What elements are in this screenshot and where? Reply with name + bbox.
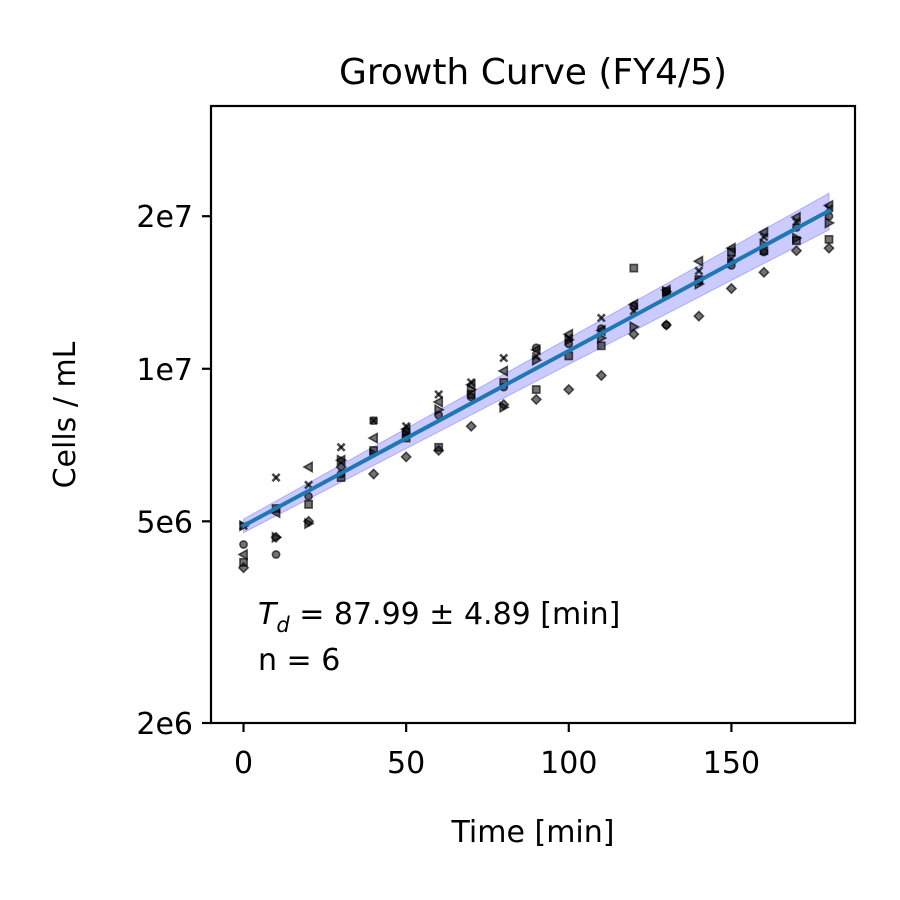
data-point bbox=[758, 266, 770, 279]
doubling-time-value: = 87.99 ± 4.89 [min] bbox=[290, 597, 621, 632]
y-tick-label: 2e6 bbox=[136, 707, 193, 742]
doubling-time-text: Td = 87.99 ± 4.89 [min] bbox=[258, 597, 620, 637]
x-axis-label: Time [min] bbox=[451, 815, 615, 850]
data-point bbox=[792, 232, 803, 245]
y-tick-label: 2e7 bbox=[136, 200, 193, 235]
data-point bbox=[271, 473, 281, 483]
data-point bbox=[692, 255, 704, 268]
data-point bbox=[497, 365, 509, 377]
data-point bbox=[563, 383, 575, 396]
doubling-time-subscript: d bbox=[276, 613, 290, 637]
data-point-stroke bbox=[434, 389, 444, 399]
data-point bbox=[661, 285, 673, 298]
data-point bbox=[660, 319, 673, 331]
data-point bbox=[725, 242, 736, 255]
data-point-stroke bbox=[304, 480, 314, 490]
data-point bbox=[693, 310, 705, 322]
data-point bbox=[336, 442, 346, 452]
data-point bbox=[531, 385, 541, 394]
data-point bbox=[629, 320, 641, 333]
data-point bbox=[596, 341, 606, 351]
x-tick-label: 150 bbox=[703, 746, 760, 781]
y-tick-label: 1e7 bbox=[136, 353, 193, 388]
data-point bbox=[302, 461, 313, 473]
data-point bbox=[367, 432, 379, 445]
y-axis-label: Cells / mL bbox=[48, 341, 83, 488]
data-point bbox=[530, 393, 542, 406]
x-tick-label: 100 bbox=[540, 746, 597, 781]
data-point bbox=[304, 499, 313, 509]
doubling-time-symbol: T bbox=[258, 597, 279, 632]
data-point bbox=[271, 550, 281, 559]
data-point bbox=[237, 548, 248, 561]
data-point bbox=[725, 282, 738, 295]
data-point bbox=[531, 354, 543, 367]
data-point bbox=[432, 396, 444, 408]
data-point bbox=[336, 454, 348, 467]
fit-line bbox=[240, 208, 832, 529]
data-point bbox=[628, 328, 640, 340]
chart-title: Growth Curve (FY4/5) bbox=[339, 52, 727, 93]
data-point bbox=[239, 540, 248, 549]
data-point-stroke bbox=[369, 416, 379, 426]
doubling-time-annotation: Td = 87.99 ± 4.89 [min] n = 6 bbox=[258, 597, 620, 678]
data-point bbox=[790, 211, 801, 224]
data-point bbox=[304, 517, 315, 530]
data-point-stroke bbox=[499, 353, 509, 363]
data-point bbox=[271, 531, 283, 544]
data-point bbox=[757, 226, 769, 239]
data-point bbox=[596, 313, 606, 323]
data-point-stroke bbox=[694, 266, 704, 276]
sample-count-text: n = 6 bbox=[258, 643, 340, 678]
data-point bbox=[466, 383, 478, 396]
data-point bbox=[790, 244, 803, 257]
data-point bbox=[499, 353, 509, 363]
data-point bbox=[822, 199, 834, 212]
data-point bbox=[237, 561, 250, 574]
data-point bbox=[432, 444, 445, 457]
data-point bbox=[823, 242, 835, 254]
fit-line-layer bbox=[240, 208, 832, 529]
data-point bbox=[465, 420, 477, 433]
data-point bbox=[694, 266, 704, 276]
data-point-stroke bbox=[336, 442, 346, 452]
y-tick-label: 5e6 bbox=[136, 505, 193, 540]
data-point bbox=[369, 416, 379, 426]
data-point-stroke bbox=[596, 313, 606, 323]
x-tick-label: 0 bbox=[234, 746, 253, 781]
data-point bbox=[627, 298, 639, 311]
data-point bbox=[434, 403, 445, 416]
data-point bbox=[629, 263, 639, 273]
data-point bbox=[400, 451, 412, 463]
x-axis-ticks: 0 50 100 150 bbox=[234, 723, 760, 781]
data-point bbox=[824, 216, 836, 229]
data-point bbox=[434, 389, 444, 399]
data-point-stroke bbox=[271, 473, 281, 483]
data-point bbox=[824, 235, 834, 244]
data-point bbox=[595, 369, 608, 382]
x-tick-label: 50 bbox=[387, 746, 425, 781]
y-axis-ticks: 2e6 5e6 1e7 2e7 bbox=[136, 200, 211, 742]
plot-area bbox=[237, 192, 836, 574]
data-point bbox=[499, 401, 510, 414]
data-point bbox=[530, 343, 541, 356]
plot-frame bbox=[209, 104, 857, 725]
data-point bbox=[564, 333, 576, 346]
data-point bbox=[367, 468, 380, 480]
